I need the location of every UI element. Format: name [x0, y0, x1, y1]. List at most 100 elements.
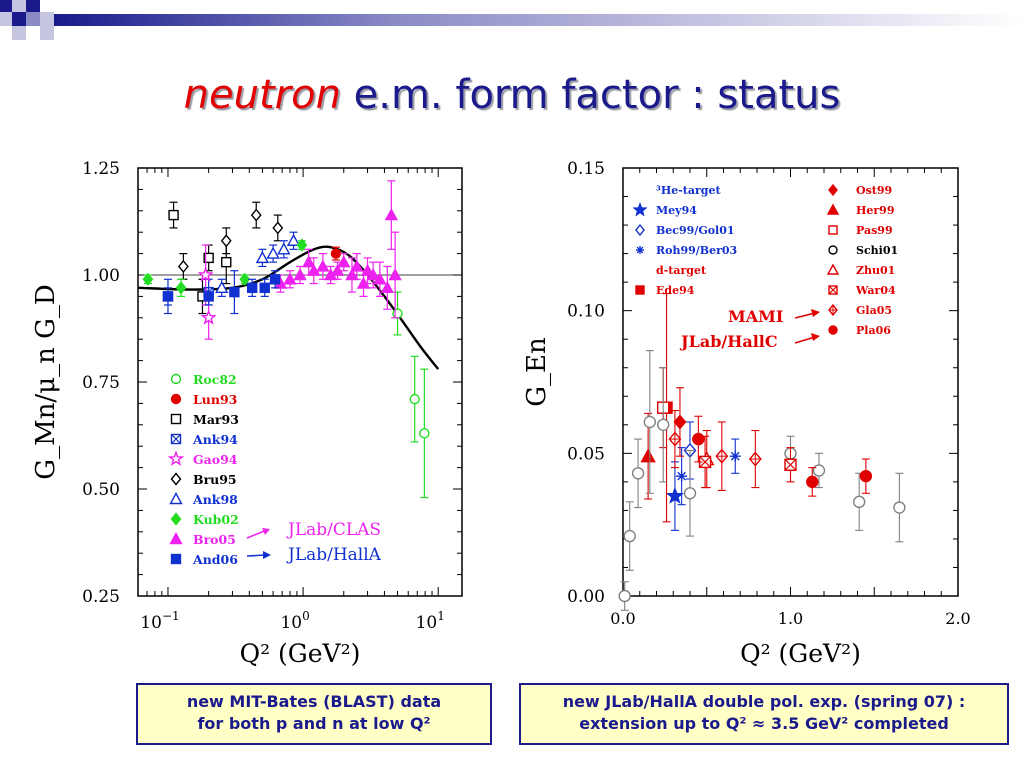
marker	[171, 434, 181, 444]
legend-entry: Gao94	[193, 452, 238, 467]
x-tick-exp: 1	[437, 609, 445, 623]
legend-entry: Lun93	[193, 392, 237, 407]
y-tick-label: 0.05	[567, 444, 605, 464]
marker	[360, 263, 375, 276]
corner-square	[26, 12, 40, 26]
y-tick-label: 1.25	[82, 159, 120, 179]
marker	[635, 285, 645, 295]
marker	[673, 414, 687, 430]
marker	[699, 455, 711, 468]
annotation-mami: MAMI	[728, 307, 783, 326]
legend-entry: Gla05	[856, 304, 892, 317]
marker	[272, 221, 284, 235]
marker	[283, 272, 297, 285]
note-right-line1: new JLab/HallA double pol. exp. (spring …	[562, 692, 966, 711]
legend-entry: Her99	[856, 204, 895, 217]
title-blue: e.m. form factor : status	[353, 72, 841, 118]
x-tick-label: 101	[416, 609, 445, 633]
series-bru95	[177, 201, 284, 280]
arrow-halla-head	[263, 551, 271, 559]
marker	[826, 263, 840, 275]
legend-entry: Kub02	[193, 512, 239, 527]
marker	[692, 432, 705, 446]
marker	[640, 448, 656, 463]
marker	[893, 501, 906, 514]
corner-square	[0, 0, 12, 12]
legend-entry: Pas99	[856, 224, 893, 237]
annotation-halla: JLab/HallA	[286, 545, 382, 565]
marker	[632, 202, 648, 217]
arrow-hallc-head	[811, 333, 820, 341]
series-pla06	[692, 415, 873, 497]
legend-entry: Mar93	[193, 412, 239, 427]
y-tick-label: 0.25	[82, 587, 120, 607]
marker	[730, 451, 740, 461]
marker	[852, 495, 866, 509]
marker	[170, 393, 182, 405]
series-and06	[162, 270, 281, 315]
marker	[170, 553, 182, 565]
marker	[828, 183, 838, 197]
x-axis-label: Q² (GeV²)	[240, 639, 361, 668]
marker	[170, 472, 182, 486]
marker	[175, 281, 187, 295]
marker	[203, 252, 214, 264]
corner-square	[40, 12, 54, 26]
series-kub02	[142, 238, 308, 297]
legend-entry: d-target	[656, 264, 707, 277]
note-left: new MIT-Bates (BLAST) data for both p an…	[136, 683, 492, 745]
note-right: new JLab/HallA double pol. exp. (spring …	[519, 683, 1009, 745]
marker	[828, 225, 838, 235]
legend-entry: Bru95	[193, 472, 237, 487]
corner-square	[26, 0, 40, 12]
x-tick-label: 2.0	[945, 609, 970, 628]
series-roh99-ber03	[676, 438, 741, 506]
marker	[239, 272, 251, 286]
series-war04	[698, 435, 797, 489]
series-gla05	[668, 409, 762, 491]
marker	[162, 291, 174, 302]
marker	[170, 373, 182, 385]
corner-square	[12, 12, 26, 26]
marker	[169, 492, 183, 505]
marker	[170, 413, 182, 425]
marker	[388, 268, 402, 281]
series-gao94	[197, 244, 217, 340]
y-axis-label: G_Mn/μ_n G_D	[31, 284, 61, 479]
note-right-line2: extension up to Q² ≈ 3.5 GeV² completed	[579, 714, 949, 733]
marker	[170, 512, 182, 526]
note-left-line2: for both p and n at low Q²	[197, 714, 431, 733]
marker	[302, 255, 316, 268]
legend-entry: Ost99	[856, 184, 892, 197]
marker	[293, 268, 307, 281]
marker	[307, 263, 321, 276]
marker	[623, 529, 636, 543]
legend-entry: Ank94	[192, 432, 238, 447]
marker	[337, 255, 351, 268]
marker	[200, 309, 217, 325]
marker	[215, 280, 229, 294]
marker	[657, 418, 670, 431]
marker	[169, 532, 183, 545]
series-mey94	[665, 461, 685, 531]
legend-entry: Ank98	[192, 492, 238, 507]
corner-square	[12, 26, 26, 40]
series-roc82	[392, 291, 430, 499]
marker	[618, 589, 631, 603]
y-tick-label: 0.15	[567, 159, 605, 179]
marker	[366, 268, 380, 281]
marker	[250, 208, 262, 222]
arrow-mami-head	[811, 309, 820, 317]
marker	[168, 209, 179, 221]
marker	[203, 291, 214, 302]
marker	[330, 248, 342, 259]
marker	[266, 246, 280, 259]
x-tick-label: 0.0	[610, 609, 635, 628]
marker	[409, 393, 420, 405]
legend-entry: Roh99/Ber03	[656, 244, 737, 257]
legend-entry: Zhu01	[856, 264, 895, 277]
marker	[384, 208, 399, 221]
marker	[167, 450, 185, 466]
